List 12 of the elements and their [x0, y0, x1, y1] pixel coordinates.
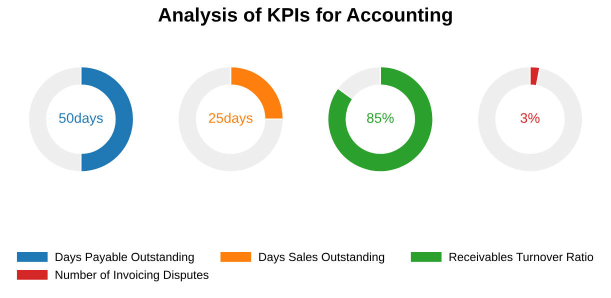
legend-label: Days Sales Outstanding: [259, 252, 384, 264]
legend-label: Number of Invoicing Disputes: [56, 270, 208, 282]
donut-slice: [327, 66, 434, 172]
data-label: 85%: [367, 113, 394, 123]
text: Analysis of KPIs for Accounting: [158, 7, 452, 26]
legend-label: Receivables Turnover Ratio: [450, 252, 594, 262]
donut-slice: [178, 66, 284, 172]
data-label: 3%: [520, 113, 540, 123]
data-label: 50days: [59, 112, 103, 126]
donut-slice: [476, 66, 584, 172]
legend-label: Days Payable Outstanding: [56, 252, 194, 264]
data-label: 25days: [208, 112, 253, 126]
